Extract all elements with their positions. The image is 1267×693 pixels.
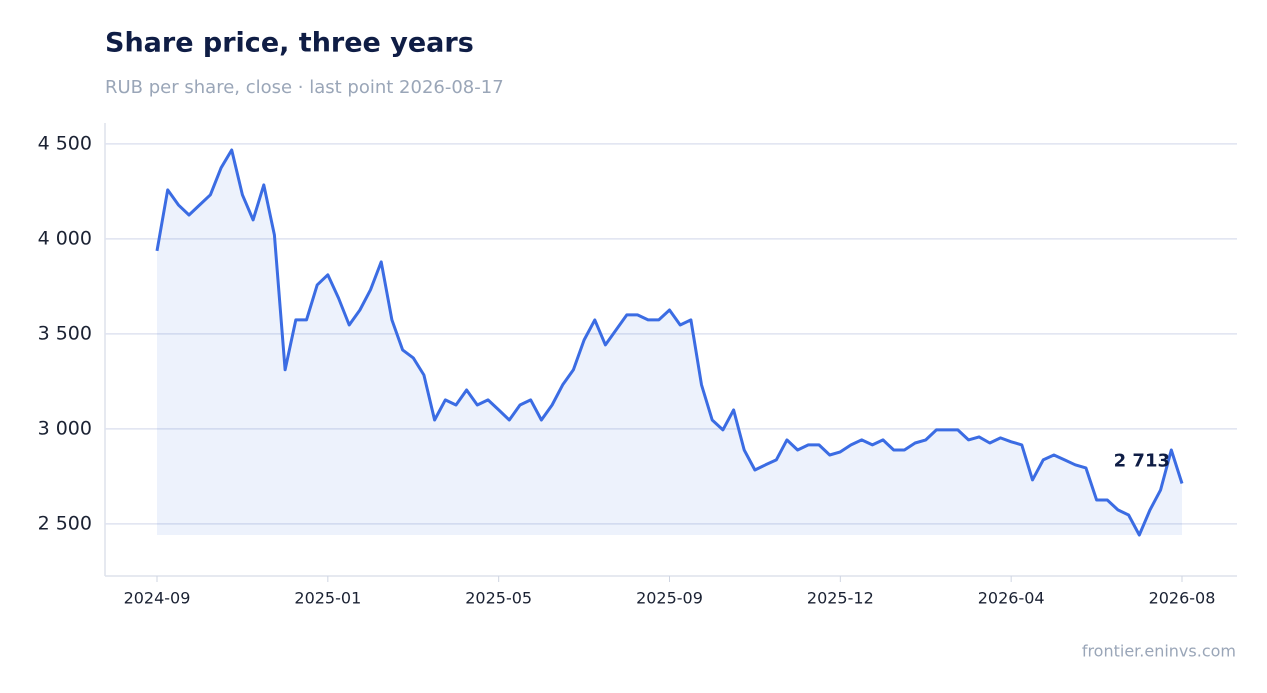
chart-subtitle: RUB per share, close · last point 2026-0… bbox=[105, 77, 504, 98]
chart-title: Share price, three years bbox=[105, 28, 474, 59]
x-tick-label: 2026-08 bbox=[1149, 589, 1216, 608]
y-tick-label: 3 500 bbox=[38, 322, 92, 344]
x-tick-label: 2025-12 bbox=[807, 589, 874, 608]
y-tick-label: 3 000 bbox=[38, 417, 92, 439]
x-tick-label: 2025-09 bbox=[636, 589, 703, 608]
area-fill bbox=[157, 150, 1182, 535]
y-tick-label: 4 500 bbox=[38, 132, 92, 154]
x-tick-label: 2026-04 bbox=[978, 589, 1045, 608]
value-label: 2 713 bbox=[1114, 450, 1170, 471]
x-tick-label: 2025-01 bbox=[294, 589, 361, 608]
source-note: frontier.eninvs.com bbox=[1082, 642, 1236, 661]
price-line bbox=[155, 148, 1184, 537]
y-tick-label: 4 000 bbox=[38, 227, 92, 249]
x-tick-label: 2024-09 bbox=[124, 589, 191, 608]
y-tick-label: 2 500 bbox=[38, 512, 92, 534]
x-tick-label: 2025-05 bbox=[465, 589, 532, 608]
